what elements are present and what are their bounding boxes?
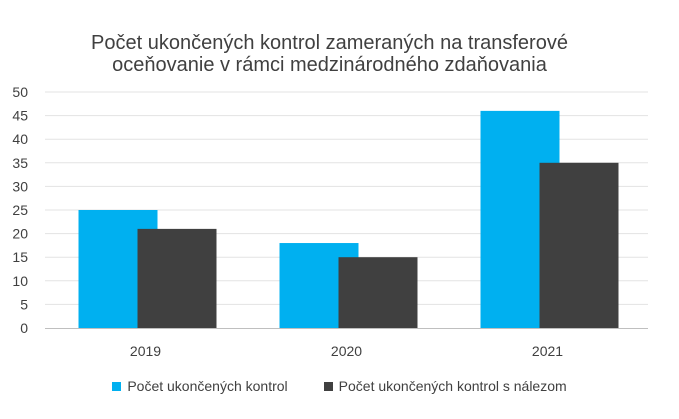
y-tick-label: 40 (12, 131, 28, 147)
bar-2-2020 (338, 257, 418, 328)
chart-title-line-1: Počet ukončených kontrol zameraných na t… (91, 32, 568, 54)
y-tick-label: 25 (12, 202, 28, 218)
y-tick-label: 20 (12, 226, 28, 242)
y-tick-label: 0 (20, 320, 28, 336)
x-tick-label: 2019 (130, 343, 161, 359)
legend: Počet ukončených kontrol Počet ukončenýc… (0, 378, 679, 394)
y-tick-label: 50 (12, 84, 28, 100)
y-tick-label: 30 (12, 178, 28, 194)
legend-label-series-1: Počet ukončených kontrol (127, 378, 288, 394)
x-tick-label: 2020 (331, 343, 362, 359)
y-tick-label: 35 (12, 155, 28, 171)
x-tick-label: 2021 (532, 343, 563, 359)
legend-item-series-1: Počet ukončených kontrol (112, 378, 288, 394)
legend-swatch-series-1 (112, 381, 122, 391)
legend-swatch-series-2 (323, 381, 333, 391)
y-tick-label: 5 (20, 296, 28, 312)
y-tick-label: 15 (12, 249, 28, 265)
legend-label-series-2: Počet ukončených kontrol s nálezom (338, 378, 567, 394)
bar-2-2019 (137, 228, 217, 328)
legend-item-series-2: Počet ukončených kontrol s nálezom (323, 378, 567, 394)
chart-title-line-2: oceňovanie v rámci medzinárodného zdaňov… (112, 54, 547, 76)
y-tick-label: 10 (12, 273, 28, 289)
bar-2-2021 (539, 162, 619, 328)
y-tick-label: 45 (12, 108, 28, 124)
